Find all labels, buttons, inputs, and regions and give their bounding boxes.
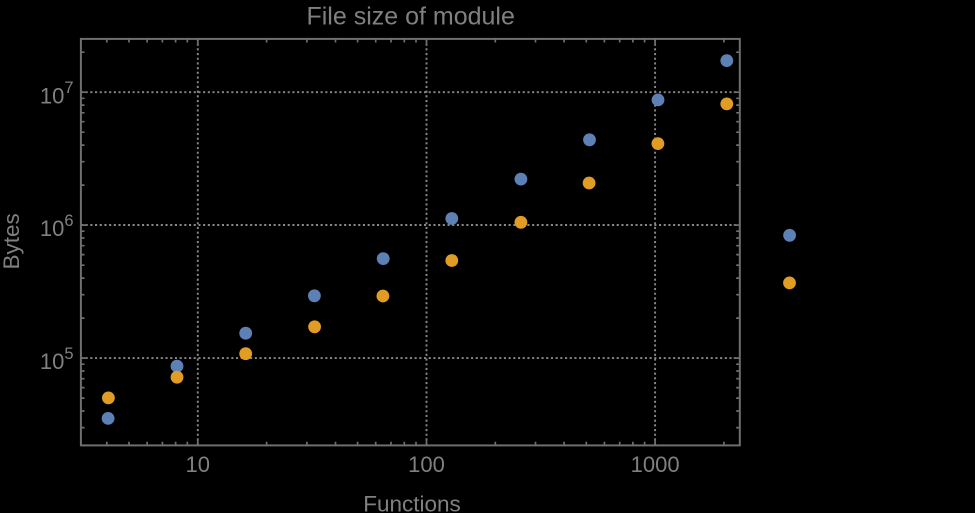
svg-text:100: 100 (408, 452, 445, 477)
svg-text:1000: 1000 (631, 452, 680, 477)
svg-text:File size of module: File size of module (306, 3, 514, 31)
svg-text:Bytes: Bytes (0, 213, 24, 269)
svg-text:10: 10 (186, 452, 210, 477)
svg-text:Functions: Functions (363, 492, 461, 513)
svg-text:106: 106 (40, 212, 74, 241)
